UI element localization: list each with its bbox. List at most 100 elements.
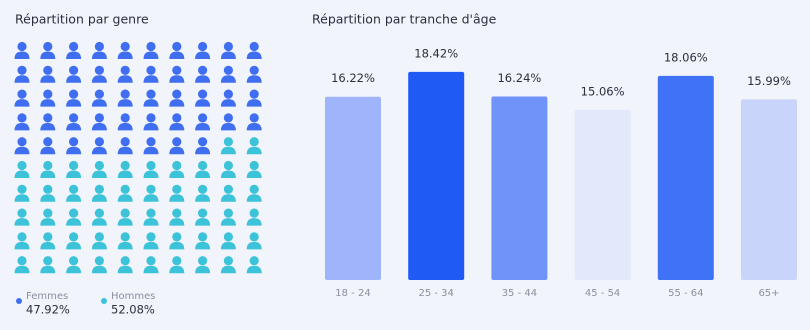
icon-body [143, 122, 159, 131]
icon-body [117, 218, 133, 226]
icon-body [91, 265, 107, 274]
icon-body [91, 170, 107, 178]
icon-head [223, 232, 233, 242]
icon-head [198, 208, 208, 218]
icon-head [172, 89, 182, 99]
icon-body [169, 51, 185, 59]
icon-body [220, 51, 236, 59]
icon-head [146, 65, 156, 75]
icon-body [66, 194, 82, 202]
bar-label: 16.24% [497, 71, 541, 85]
icon-body [91, 218, 107, 226]
person-icon [91, 41, 107, 59]
icon-head [223, 41, 233, 52]
icon-head [198, 160, 208, 171]
icon-body [195, 75, 211, 83]
person-icon [91, 184, 107, 202]
person-icon [220, 160, 236, 178]
person-icon [91, 208, 107, 226]
person-icon [220, 89, 236, 107]
icon-head [172, 256, 182, 266]
icon-body [169, 99, 185, 107]
person-icon [246, 160, 262, 178]
icon-body [66, 265, 82, 274]
icon-head [43, 41, 53, 52]
icon-head [120, 65, 130, 75]
person-icon [246, 232, 262, 250]
icon-head [94, 89, 104, 99]
person-icon [143, 208, 159, 226]
icon-head [198, 41, 208, 52]
person-icon [14, 184, 30, 202]
icon-head [17, 65, 27, 75]
icon-body [220, 194, 236, 202]
icon-body [143, 218, 159, 226]
icon-body [91, 51, 107, 59]
icon-head [120, 41, 130, 52]
person-icon [246, 137, 262, 155]
icon-head [94, 232, 104, 242]
icon-body [220, 265, 236, 274]
age-title: Répartition par tranche d'âge [312, 12, 497, 27]
icon-head [198, 137, 208, 147]
icon-body [195, 194, 211, 202]
icon-body [91, 122, 107, 131]
person-icon [246, 41, 262, 59]
icon-body [169, 241, 185, 250]
icon-body [117, 265, 133, 274]
icon-body [143, 265, 159, 274]
person-icon [195, 137, 211, 155]
icon-head [249, 41, 259, 52]
person-icon [66, 184, 82, 202]
person-icon [169, 113, 185, 131]
icon-body [169, 146, 185, 155]
person-icon [195, 232, 211, 250]
icon-body [246, 122, 262, 131]
person-icon [195, 208, 211, 226]
icon-head [69, 65, 79, 75]
icon-head [94, 160, 104, 171]
person-icon [220, 137, 236, 155]
icon-head [17, 160, 27, 171]
icon-body [246, 218, 262, 226]
icon-head [69, 208, 79, 218]
icon-head [172, 160, 182, 171]
person-icon [117, 89, 133, 107]
icon-body [169, 218, 185, 226]
person-icon [66, 89, 82, 107]
icon-head [172, 65, 182, 75]
icon-body [117, 75, 133, 83]
bar-label: 18.06% [664, 50, 708, 64]
icon-body [66, 241, 82, 250]
icon-head [69, 184, 79, 194]
person-icon [91, 65, 107, 83]
person-icon [220, 65, 236, 83]
person-icon [246, 256, 262, 274]
icon-head [43, 184, 53, 194]
icon-head [249, 137, 259, 147]
icon-head [69, 137, 79, 147]
icon-head [172, 208, 182, 218]
x-tick-label: 45 - 54 [585, 288, 620, 299]
icon-head [43, 89, 53, 99]
icon-head [223, 137, 233, 147]
icon-head [249, 65, 259, 75]
icon-head [198, 232, 208, 242]
person-icon [169, 65, 185, 83]
icon-head [69, 256, 79, 266]
person-icon [143, 113, 159, 131]
icon-body [66, 99, 82, 107]
icon-body [14, 265, 30, 274]
person-icon [143, 89, 159, 107]
person-icon [66, 208, 82, 226]
bar [741, 99, 797, 280]
icon-head [17, 89, 27, 99]
icon-body [117, 122, 133, 131]
icon-body [66, 170, 82, 178]
icon-body [117, 241, 133, 250]
person-icon [117, 160, 133, 178]
person-icon [40, 256, 56, 274]
icon-body [66, 218, 82, 226]
icon-head [120, 160, 130, 171]
icon-head [198, 113, 208, 123]
